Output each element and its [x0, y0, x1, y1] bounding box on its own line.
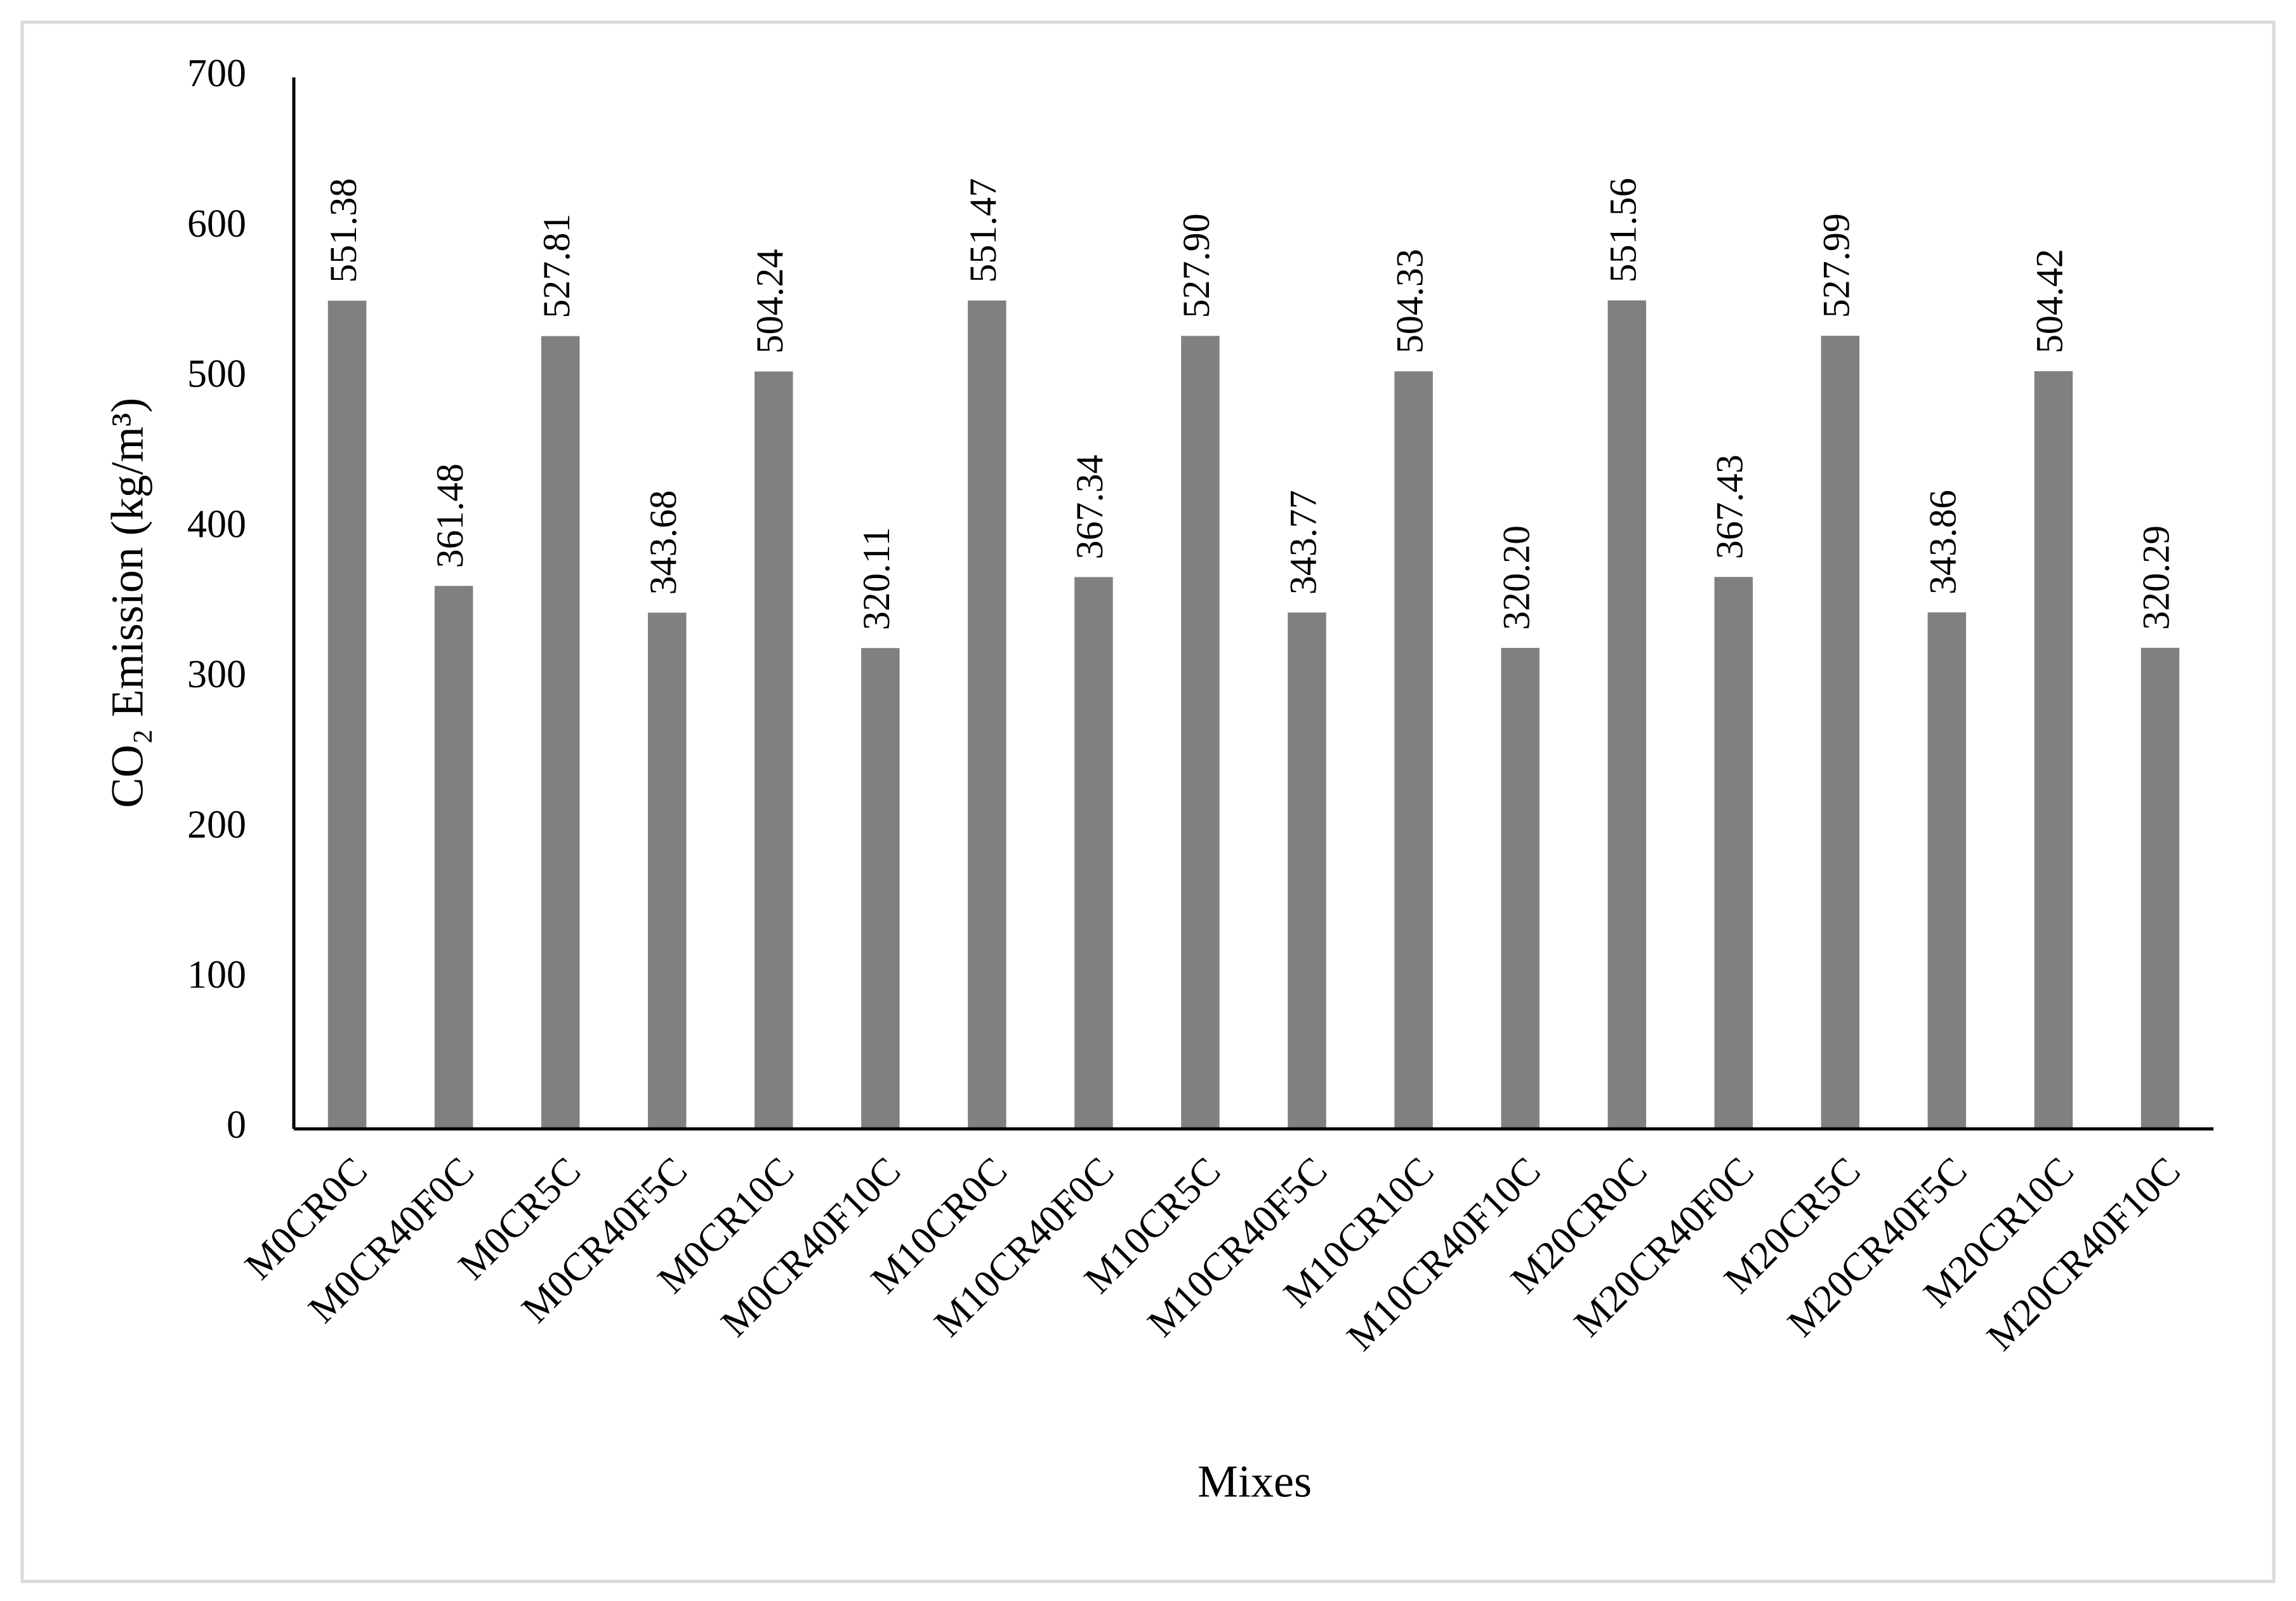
value-label: 367.34 — [1069, 454, 1111, 559]
y-tick-label: 200 — [187, 803, 246, 847]
chart-frame — [20, 20, 2276, 1583]
value-label: 367.43 — [1709, 454, 1751, 559]
bar — [1714, 577, 1753, 1129]
bar — [1607, 300, 1646, 1130]
value-label: 527.90 — [1175, 213, 1217, 318]
bar — [541, 336, 580, 1129]
value-label: 527.81 — [536, 214, 577, 319]
bar — [1394, 371, 1433, 1129]
bar — [755, 371, 793, 1130]
y-tick-label: 700 — [187, 52, 246, 95]
bar — [968, 300, 1006, 1129]
bar — [1821, 336, 1860, 1129]
y-tick-label: 600 — [187, 202, 246, 246]
value-label: 343.86 — [1922, 490, 1964, 595]
value-label: 361.48 — [429, 463, 471, 568]
value-label: 504.33 — [1389, 249, 1430, 353]
value-label: 343.68 — [642, 490, 684, 595]
x-axis-title: Mixes — [1197, 1456, 1312, 1507]
y-tick-label: 0 — [227, 1104, 246, 1147]
value-label: 551.38 — [322, 178, 364, 283]
y-tick-label: 500 — [187, 353, 246, 396]
y-tick-label: 100 — [187, 954, 246, 997]
bar — [1181, 336, 1220, 1130]
value-label: 551.47 — [962, 178, 1004, 283]
bar — [1288, 612, 1326, 1129]
bar — [434, 586, 473, 1129]
value-label: 343.77 — [1282, 490, 1324, 595]
value-label: 527.99 — [1816, 213, 1857, 318]
value-label: 504.42 — [2029, 249, 2071, 353]
bar — [2141, 647, 2180, 1129]
bar — [647, 612, 687, 1129]
y-tick-label: 400 — [187, 503, 246, 546]
bar — [1074, 577, 1113, 1129]
bar — [1501, 648, 1540, 1129]
value-label: 551.56 — [1602, 178, 1644, 282]
value-label: 320.29 — [2135, 525, 2177, 630]
bar — [861, 648, 900, 1129]
value-label: 504.24 — [749, 249, 791, 353]
bar — [327, 300, 367, 1129]
bar — [2034, 371, 2073, 1129]
y-axis-title: CO₂ Emission (kg/m³) — [102, 398, 153, 808]
y-tick-label: 300 — [187, 653, 246, 696]
value-label: 320.11 — [855, 527, 897, 630]
value-label: 320.20 — [1495, 525, 1537, 630]
bar — [1927, 612, 1967, 1129]
